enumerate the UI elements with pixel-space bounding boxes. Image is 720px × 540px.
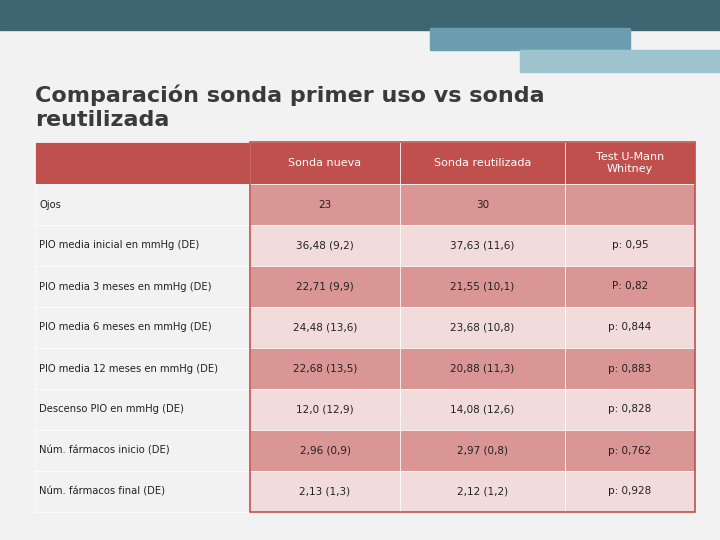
- Bar: [430, 28, 630, 50]
- Bar: [250, 348, 400, 389]
- Text: reutilizada: reutilizada: [35, 110, 169, 130]
- Text: P: 0,82: P: 0,82: [612, 281, 648, 292]
- Bar: [565, 225, 695, 266]
- Text: 2,97 (0,8): 2,97 (0,8): [457, 446, 508, 456]
- Text: p: 0,95: p: 0,95: [612, 240, 648, 251]
- Bar: [250, 307, 400, 348]
- Text: p: 0,762: p: 0,762: [608, 446, 652, 456]
- Bar: [35, 430, 250, 471]
- Bar: [520, 50, 720, 72]
- Text: Descenso PIO en mmHg (DE): Descenso PIO en mmHg (DE): [39, 404, 184, 415]
- Text: 37,63 (11,6): 37,63 (11,6): [450, 240, 515, 251]
- Bar: [35, 266, 250, 307]
- Text: 23,68 (10,8): 23,68 (10,8): [451, 322, 515, 333]
- Bar: [35, 307, 250, 348]
- Text: Sonda nueva: Sonda nueva: [289, 158, 361, 168]
- Text: 24,48 (13,6): 24,48 (13,6): [293, 322, 357, 333]
- Bar: [35, 225, 250, 266]
- Text: Ojos: Ojos: [39, 199, 61, 210]
- Text: PIO media inicial en mmHg (DE): PIO media inicial en mmHg (DE): [39, 240, 199, 251]
- Text: p: 0,928: p: 0,928: [608, 487, 652, 496]
- Text: 14,08 (12,6): 14,08 (12,6): [451, 404, 515, 415]
- Bar: [400, 389, 565, 430]
- Text: p: 0,828: p: 0,828: [608, 404, 652, 415]
- Bar: [400, 348, 565, 389]
- Text: p: 0,844: p: 0,844: [608, 322, 652, 333]
- Text: 22,68 (13,5): 22,68 (13,5): [293, 363, 357, 374]
- Bar: [400, 471, 565, 512]
- Text: PIO media 6 meses en mmHg (DE): PIO media 6 meses en mmHg (DE): [39, 322, 212, 333]
- Text: Núm. fármacos inicio (DE): Núm. fármacos inicio (DE): [39, 446, 170, 456]
- Bar: [0, 0, 720, 30]
- Bar: [250, 266, 400, 307]
- Bar: [565, 348, 695, 389]
- Text: PIO media 12 meses en mmHg (DE): PIO media 12 meses en mmHg (DE): [39, 363, 218, 374]
- Bar: [565, 430, 695, 471]
- Bar: [565, 307, 695, 348]
- Bar: [250, 225, 400, 266]
- Text: 2,12 (1,2): 2,12 (1,2): [457, 487, 508, 496]
- Text: 22,71 (9,9): 22,71 (9,9): [296, 281, 354, 292]
- Bar: [250, 142, 400, 184]
- Bar: [250, 471, 400, 512]
- Bar: [35, 471, 250, 512]
- Text: 2,13 (1,3): 2,13 (1,3): [300, 487, 351, 496]
- Text: 21,55 (10,1): 21,55 (10,1): [451, 281, 515, 292]
- Text: Núm. fármacos final (DE): Núm. fármacos final (DE): [39, 487, 165, 496]
- Text: 30: 30: [476, 199, 489, 210]
- Text: 23: 23: [318, 199, 332, 210]
- Text: PIO media 3 meses en mmHg (DE): PIO media 3 meses en mmHg (DE): [39, 281, 212, 292]
- Bar: [250, 142, 695, 512]
- Bar: [565, 389, 695, 430]
- Bar: [250, 184, 400, 225]
- Text: Sonda reutilizada: Sonda reutilizada: [434, 158, 531, 168]
- Text: 20,88 (11,3): 20,88 (11,3): [451, 363, 515, 374]
- Text: 2,96 (0,9): 2,96 (0,9): [300, 446, 351, 456]
- Bar: [565, 142, 695, 184]
- Bar: [400, 225, 565, 266]
- Bar: [400, 184, 565, 225]
- Text: Test U-Mann
Whitney: Test U-Mann Whitney: [596, 152, 664, 174]
- Bar: [400, 142, 565, 184]
- Bar: [565, 266, 695, 307]
- Text: Comparación sonda primer uso vs sonda: Comparación sonda primer uso vs sonda: [35, 85, 544, 106]
- Bar: [35, 184, 250, 225]
- Bar: [400, 307, 565, 348]
- Bar: [250, 389, 400, 430]
- Bar: [400, 430, 565, 471]
- Text: p: 0,883: p: 0,883: [608, 363, 652, 374]
- Bar: [565, 184, 695, 225]
- Bar: [35, 142, 250, 184]
- Bar: [35, 348, 250, 389]
- Bar: [35, 389, 250, 430]
- Text: 12,0 (12,9): 12,0 (12,9): [296, 404, 354, 415]
- Bar: [400, 266, 565, 307]
- Bar: [250, 430, 400, 471]
- Bar: [565, 471, 695, 512]
- Text: 36,48 (9,2): 36,48 (9,2): [296, 240, 354, 251]
